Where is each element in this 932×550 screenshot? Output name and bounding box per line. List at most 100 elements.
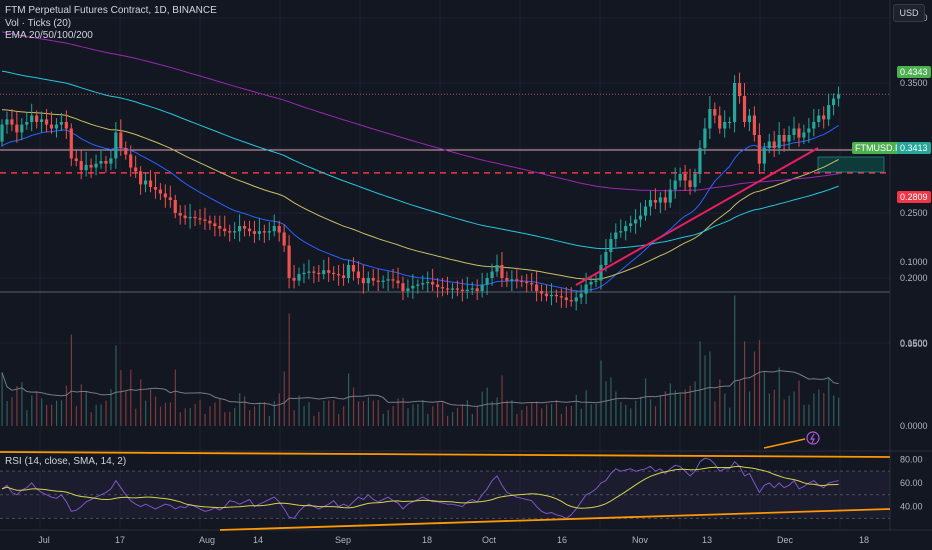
ema-legend[interactable]: EMA 20/50/100/200: [5, 30, 93, 41]
candle-down: [539, 291, 544, 294]
volume-bar: [560, 413, 563, 426]
volume-bar: [833, 395, 835, 426]
volume-legend[interactable]: Vol · Ticks (20): [5, 18, 72, 29]
volume-bar: [645, 378, 647, 426]
volume-bar: [630, 408, 632, 426]
candle-up: [465, 289, 469, 291]
candle-down: [520, 280, 524, 282]
candle-down: [337, 274, 341, 276]
candle-down: [564, 297, 568, 301]
candle-down: [44, 119, 49, 125]
rsi-axis-tick: 80.00: [900, 454, 923, 464]
candle-down: [391, 279, 395, 281]
candle-down: [49, 124, 54, 129]
candle-down: [683, 174, 687, 181]
volume-bar: [95, 404, 97, 426]
candle-up: [20, 124, 24, 133]
volume-bar: [496, 397, 498, 426]
candle-up: [366, 278, 370, 284]
candle-down: [371, 278, 375, 281]
volume-axis-tick: 0.1000: [900, 257, 928, 267]
candle-down: [559, 296, 563, 298]
candle-up: [747, 115, 752, 122]
candle-up: [792, 128, 796, 135]
volume-bar: [709, 351, 711, 426]
candle-down: [544, 293, 549, 297]
candle-up: [84, 164, 88, 171]
symbol-title[interactable]: FTM Perpetual Futures Contract, 1D, BINA…: [5, 5, 217, 16]
volume-bar: [486, 387, 488, 426]
volume-bar: [536, 401, 538, 426]
volume-bar: [70, 334, 72, 426]
volume-bar: [407, 408, 409, 426]
candle-up: [426, 281, 430, 284]
volume-bar: [600, 360, 602, 426]
candle-up: [114, 132, 118, 159]
candle-up: [658, 197, 662, 203]
candle-down: [178, 213, 182, 216]
volume-bar: [1, 372, 3, 426]
candle-up: [762, 148, 766, 164]
pane-separators: [0, 0, 932, 531]
candle-down: [663, 197, 667, 203]
candle-up: [599, 265, 603, 281]
volume-bar: [734, 295, 736, 426]
volume-bar: [11, 397, 13, 426]
volume-bar: [758, 340, 761, 426]
candle-up: [297, 274, 301, 281]
candle-down: [139, 171, 143, 185]
currency-button[interactable]: USD: [893, 4, 925, 22]
green-level-tag: 0.4343: [897, 66, 931, 78]
volume-bar: [838, 397, 840, 426]
volume-bar: [125, 391, 127, 426]
volume-bar: [194, 404, 196, 426]
candle-down: [396, 280, 400, 284]
volume-bar: [714, 401, 716, 426]
candle-down: [64, 122, 68, 129]
candle-down: [688, 180, 692, 187]
candle-up: [94, 163, 98, 168]
candle-up: [411, 285, 415, 289]
volume-bar: [100, 404, 102, 426]
time-axis-label: Oct: [482, 535, 497, 545]
volume-bar: [516, 413, 518, 426]
candle-down: [277, 226, 281, 233]
time-axis-label: Sep: [335, 535, 351, 545]
volume-bar: [249, 410, 251, 426]
candle-up: [817, 115, 821, 122]
volume-bar: [476, 406, 478, 426]
volume-bar: [372, 400, 374, 426]
volume-bar: [521, 409, 523, 426]
volume-bar: [46, 405, 48, 426]
volume-bar: [31, 395, 33, 426]
candle-up: [802, 132, 806, 138]
candle-up: [495, 265, 499, 272]
ema-100-line: [1, 70, 839, 250]
volume-bar: [595, 404, 597, 426]
candle-down: [351, 265, 356, 272]
time-axis-label: Nov: [632, 535, 649, 545]
volume-bar: [491, 401, 493, 426]
volume-bar: [744, 341, 746, 426]
volume-bar: [575, 394, 577, 426]
candle-up: [614, 232, 618, 239]
candle-down: [500, 265, 504, 278]
candle-up: [708, 109, 712, 129]
rsi-support-line: [219, 508, 891, 531]
rsi-legend[interactable]: RSI (14, close, SMA, 14, 2): [5, 456, 127, 467]
candle-up: [827, 105, 831, 120]
candle-up: [257, 231, 261, 234]
volume-bar: [367, 397, 369, 426]
rsi-axis-tick: 60.00: [900, 478, 923, 488]
time-axis-label: 14: [253, 535, 263, 545]
volume-bar: [253, 406, 256, 426]
candle-down: [134, 167, 138, 172]
candle-down: [35, 115, 39, 122]
candle-down: [356, 271, 360, 278]
candle-down: [554, 294, 558, 297]
volume-bar: [80, 384, 82, 426]
volume-bar: [753, 351, 756, 426]
volume-bar: [239, 393, 241, 426]
volume-bar: [684, 389, 686, 426]
